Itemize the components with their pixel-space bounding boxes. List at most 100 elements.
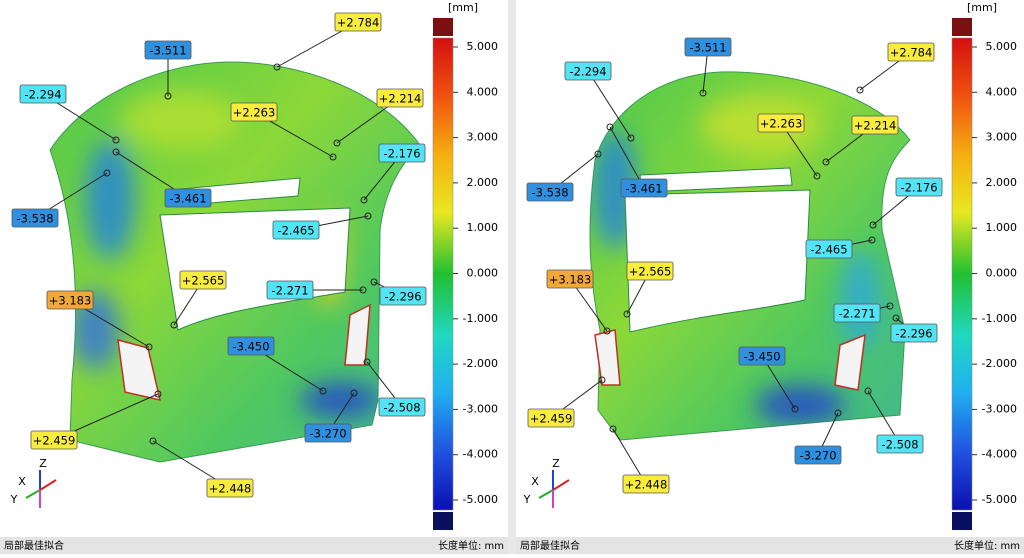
callout-label: -2.508 (383, 401, 420, 415)
callout-box (684, 37, 732, 57)
anchor-point (609, 425, 617, 433)
anchor-point (273, 63, 281, 71)
anchor-point (149, 437, 157, 445)
callout-box (794, 445, 842, 465)
callout-label: +2.448 (625, 478, 668, 492)
scale-label: 1.000 (986, 221, 1018, 234)
scale-label: -5.000 (982, 493, 1017, 506)
callout-box (526, 182, 574, 202)
callout-label: -2.176 (383, 147, 420, 161)
scale-label: -2.000 (982, 357, 1017, 370)
deviation-patch (300, 382, 380, 418)
anchor-point (333, 139, 341, 147)
panel: +2.784 -3.511 -2.294 +2.263 +2.214 -2.176 -3.5… (0, 1, 508, 554)
anchor-point (813, 172, 821, 180)
callout-label: -2.294 (569, 65, 606, 79)
callout-box (376, 88, 424, 108)
deviation-patch (120, 90, 240, 150)
callout-box (805, 239, 853, 259)
axis-label-x: X (18, 475, 26, 488)
anchor-point (598, 376, 606, 384)
anchor-point (856, 86, 864, 94)
anchor-point (319, 387, 327, 395)
callout-label: -2.465 (810, 243, 847, 257)
callout-label: -3.450 (232, 340, 269, 354)
deviation-patch (70, 290, 120, 370)
callout-label: -3.461 (169, 192, 206, 206)
callout-label: -3.270 (309, 427, 346, 441)
scale-label: -4.000 (463, 448, 498, 461)
callout-box (622, 474, 670, 494)
axis-label-y: Y (523, 493, 531, 506)
window (624, 189, 811, 333)
callout-label: +3.183 (549, 273, 592, 287)
vent (834, 333, 866, 391)
callout-label: -2.271 (838, 307, 875, 321)
scale-label: 0.000 (467, 267, 499, 280)
anchor-point (834, 409, 842, 417)
anchor-point (359, 286, 367, 294)
callout-label: -2.296 (895, 327, 932, 341)
callout-box (833, 303, 881, 323)
callout-label: +2.263 (233, 106, 276, 120)
anchor-point (170, 321, 178, 329)
vent (594, 329, 621, 386)
callout-label: -3.461 (625, 182, 662, 196)
scale-label: 5.000 (467, 40, 499, 53)
callout-box (890, 323, 938, 343)
callout-label: +2.214 (854, 119, 897, 133)
scale-label: -2.000 (463, 357, 498, 370)
anchor-point (606, 123, 614, 131)
callout-label: -2.508 (881, 438, 918, 452)
callout-box (46, 290, 94, 310)
scale-label: -3.000 (463, 402, 498, 415)
scale-label: -4.000 (982, 448, 1017, 461)
anchor-point (627, 134, 635, 142)
callout-label: +2.448 (209, 482, 252, 496)
callout-box (266, 280, 314, 300)
scale-label: 2.000 (986, 176, 1018, 189)
vent (344, 303, 371, 366)
leader (587, 70, 632, 139)
callout-box (876, 434, 924, 454)
scale-label: -5.000 (463, 493, 498, 506)
leader (609, 126, 645, 189)
callout-label: +2.459 (530, 412, 573, 426)
callout-label: +2.565 (629, 265, 672, 279)
callout-label: +3.183 (49, 294, 92, 308)
callout-box (738, 346, 786, 366)
callout-box (272, 220, 320, 240)
scale-min-box (952, 512, 972, 530)
anchor-point (364, 212, 372, 220)
anchor-point (886, 302, 894, 310)
scale-label: 3.000 (467, 131, 499, 144)
scale-min-box (433, 512, 453, 530)
callout-box (887, 42, 935, 62)
anchor-point (869, 221, 877, 229)
anchor-point (112, 148, 120, 156)
callout-label: +2.565 (182, 274, 225, 288)
anchor-point (623, 310, 631, 318)
callout-label: -3.511 (149, 44, 186, 58)
anchor-point (103, 169, 111, 177)
deviation-patch (85, 140, 135, 260)
callout-box (334, 12, 382, 32)
callout-box (626, 261, 674, 281)
callout-box (144, 40, 192, 60)
vent (117, 338, 161, 401)
callout-box (378, 397, 426, 417)
anchor-point (350, 389, 358, 397)
callout-label: -3.270 (799, 449, 836, 463)
callout-box (164, 188, 212, 208)
scale-label: -1.000 (982, 312, 1017, 325)
callout-box (895, 177, 943, 197)
anchor-point (164, 92, 172, 100)
callout-box (304, 423, 352, 443)
scale-unit: [mm] (448, 1, 478, 14)
callout-box (620, 178, 668, 198)
scale-max-box (952, 18, 972, 36)
callout-box (527, 408, 575, 428)
axis-y (25, 489, 41, 499)
callout-label: -3.538 (531, 186, 568, 200)
